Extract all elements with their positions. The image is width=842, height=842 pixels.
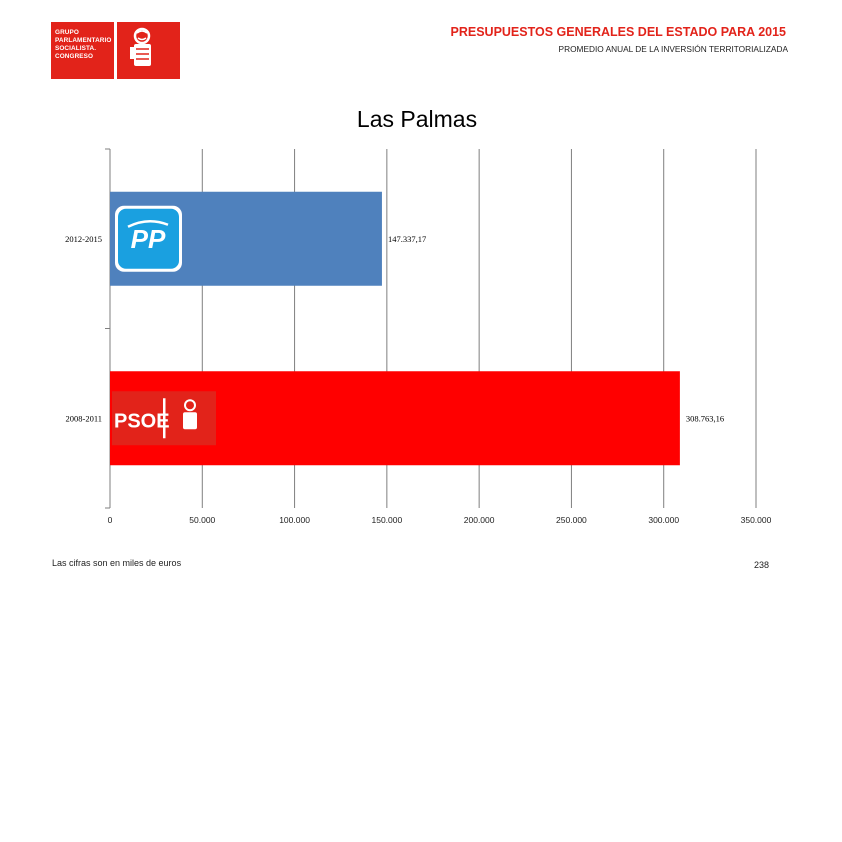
psoe-logo-icon: PSOE [112,391,216,446]
pp-logo-letters: PP [131,224,166,254]
x-tick-label: 100.000 [279,515,310,525]
logo-line: SOCIALISTA. [55,45,97,52]
x-tick-label: 0 [108,515,113,525]
psoe-logo-fist [183,412,197,430]
chart-title: Las Palmas [356,106,478,132]
category-label: 2008-2011 [65,413,102,423]
pp-logo-bird [127,220,169,228]
data-label: 308.763,16 [686,413,724,423]
x-tick-label: 50.000 [189,515,215,525]
x-tick-label: 200.000 [464,515,495,525]
bar-chart: PP PSOE 0 50.000 100.000 150.000 200.000 250.0… [65,148,772,525]
logo-text: GRUPO PARLAMENTARIO SOCIALISTA. CONGRESO [55,29,111,61]
psoe-logo-letters: PSOE [114,410,170,432]
logo-line: GRUPO [55,29,79,36]
psoe-logo-rose [184,399,196,412]
x-tick-label: 350.000 [741,515,772,525]
x-tick-label: 150.000 [371,515,402,525]
page-number: 238 [754,560,770,570]
psoe-group-logo: GRUPO PARLAMENTARIO SOCIALISTA. CONGRESO [51,22,180,79]
x-tick-label: 250.000 [556,515,587,525]
category-label: 2012-2015 [65,234,102,244]
report-title: PRESUPUESTOS GENERALES DEL ESTADO PARA 2… [450,25,787,39]
logo-separator [114,22,117,79]
psoe-logo-separator [163,398,166,439]
report-subtitle: PROMEDIO ANUAL DE LA INVERSIÓN TERRITORI… [558,44,788,54]
footnote: Las cifras son en miles de euros [52,558,182,568]
pp-logo-icon: PP [115,205,182,272]
x-tick-label: 300.000 [648,515,679,525]
logo-line: PARLAMENTARIO [55,37,112,44]
rose-fist-icon [130,27,151,66]
data-label: 147.337,17 [388,234,426,244]
logo-line: CONGRESO [55,53,94,60]
